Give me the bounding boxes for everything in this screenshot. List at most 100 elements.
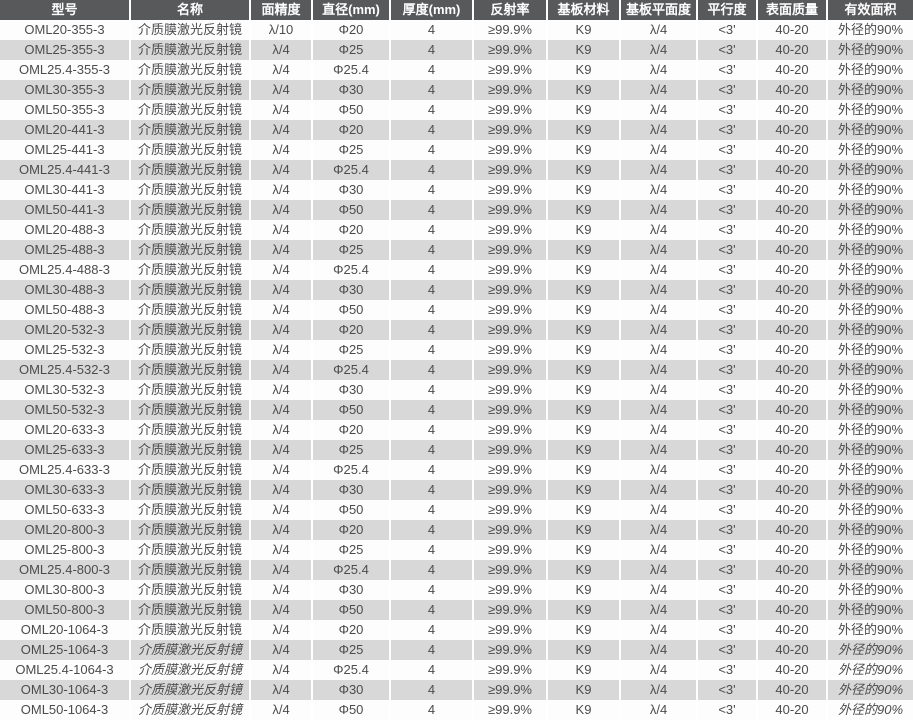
cell-model: OML25.4-441-3	[18, 162, 111, 177]
cell-surface_accuracy: λ/4	[249, 360, 312, 380]
cell-substrate: K9	[546, 600, 620, 620]
cell-surface_quality: 40-20	[756, 420, 827, 440]
cell-surface_quality: 40-20	[756, 220, 827, 240]
cell-parallelism: <3'	[696, 220, 757, 240]
cell-reflectivity: ≥99.9%	[472, 200, 547, 220]
cell-parallelism: <3'	[696, 120, 757, 140]
cell-diameter: Φ25	[311, 640, 390, 660]
cell-parallelism: <3'	[696, 100, 757, 120]
cell-model: OML20-355-3	[24, 22, 105, 37]
cell-surface_quality: 40-20	[756, 400, 827, 420]
cell-substrate: K9	[546, 620, 620, 640]
cell-name: 介质膜激光反射镜	[129, 660, 250, 680]
cell-flatness: λ/4	[619, 300, 697, 320]
header-row: 型号 名称 面精度 直径(mm) 厚度(mm) 反射率 基板材料 基板平面度 平行度 表面质量 有效…	[0, 0, 913, 20]
cell-model: OML25-532-3	[24, 342, 105, 357]
table-row: OML25.4-532-3 介质膜激光反射镜 λ/4 Φ25.4 4 ≥99.9% K9 λ/…	[0, 360, 913, 380]
cell-diameter: Φ30	[311, 80, 390, 100]
cell-parallelism: <3'	[696, 520, 757, 540]
cell-surface_accuracy: λ/4	[249, 320, 312, 340]
cell-thickness: 4	[389, 660, 473, 680]
cell-surface_quality: 40-20	[756, 20, 827, 40]
cell-reflectivity: ≥99.9%	[472, 600, 547, 620]
cell-surface_accuracy: λ/4	[249, 280, 312, 300]
cell-diameter: Φ50	[311, 600, 390, 620]
cell-parallelism: <3'	[696, 460, 757, 480]
cell-model: OML25.4-355-3	[18, 62, 111, 77]
cell-thickness: 4	[389, 240, 473, 260]
cell-surface_quality: 40-20	[756, 140, 827, 160]
cell-thickness: 4	[389, 440, 473, 460]
cell-reflectivity: ≥99.9%	[472, 480, 547, 500]
table-row: OML20-488-3 介质膜激光反射镜 λ/4 Φ20 4 ≥99.9% K9 λ/4 <3'…	[0, 220, 913, 240]
cell-flatness: λ/4	[619, 220, 697, 240]
cell-effective_area: 外径的90%	[826, 20, 913, 40]
cell-model: OML50-355-3	[24, 102, 105, 117]
cell-surface_accuracy: λ/4	[249, 260, 312, 280]
cell-diameter: Φ25.4	[311, 60, 390, 80]
cell-diameter: Φ25	[311, 440, 390, 460]
cell-parallelism: <3'	[696, 160, 757, 180]
cell-flatness: λ/4	[619, 620, 697, 640]
cell-parallelism: <3'	[696, 40, 757, 60]
table-row: OML25-355-3 介质膜激光反射镜 λ/4 Φ25 4 ≥99.9% K9 λ/4 <3'…	[0, 40, 913, 60]
cell-substrate: K9	[546, 580, 620, 600]
cell-flatness: λ/4	[619, 420, 697, 440]
cell-name: 介质膜激光反射镜	[129, 520, 250, 540]
table-row: OML50-633-3 介质膜激光反射镜 λ/4 Φ50 4 ≥99.9% K9 λ/4 <3'…	[0, 500, 913, 520]
cell-reflectivity: ≥99.9%	[472, 240, 547, 260]
cell-thickness: 4	[389, 220, 473, 240]
cell-flatness: λ/4	[619, 180, 697, 200]
cell-substrate: K9	[546, 120, 620, 140]
cell-name: 介质膜激光反射镜	[129, 500, 250, 520]
table-row: OML25.4-488-3 介质膜激光反射镜 λ/4 Φ25.4 4 ≥99.9% K9 λ/…	[0, 260, 913, 280]
cell-thickness: 4	[389, 520, 473, 540]
cell-surface_quality: 40-20	[756, 120, 827, 140]
cell-surface_accuracy: λ/4	[249, 700, 312, 720]
cell-effective_area: 外径的90%	[826, 580, 913, 600]
cell-parallelism: <3'	[696, 180, 757, 200]
cell-surface_accuracy: λ/4	[249, 620, 312, 640]
cell-parallelism: <3'	[696, 480, 757, 500]
cell-thickness: 4	[389, 180, 473, 200]
cell-diameter: Φ25.4	[311, 660, 390, 680]
cell-effective_area: 外径的90%	[826, 60, 913, 80]
cell-diameter: Φ50	[311, 200, 390, 220]
cell-model: OML20-1064-3	[20, 622, 109, 637]
cell-reflectivity: ≥99.9%	[472, 340, 547, 360]
cell-surface_accuracy: λ/4	[249, 60, 312, 80]
cell-flatness: λ/4	[619, 140, 697, 160]
cell-name: 介质膜激光反射镜	[129, 220, 250, 240]
cell-diameter: Φ50	[311, 100, 390, 120]
cell-flatness: λ/4	[619, 20, 697, 40]
cell-name: 介质膜激光反射镜	[129, 300, 250, 320]
cell-parallelism: <3'	[696, 660, 757, 680]
cell-surface_accuracy: λ/4	[249, 660, 312, 680]
cell-thickness: 4	[389, 200, 473, 220]
cell-surface_accuracy: λ/4	[249, 40, 312, 60]
cell-effective_area: 外径的90%	[826, 180, 913, 200]
table-row: OML25.4-800-3 介质膜激光反射镜 λ/4 Φ25.4 4 ≥99.9% K9 λ/…	[0, 560, 913, 580]
table-row: OML25-532-3 介质膜激光反射镜 λ/4 Φ25 4 ≥99.9% K9 λ/4 <3'…	[0, 340, 913, 360]
cell-effective_area: 外径的90%	[826, 400, 913, 420]
cell-surface_quality: 40-20	[756, 200, 827, 220]
cell-surface_quality: 40-20	[756, 540, 827, 560]
cell-substrate: K9	[546, 540, 620, 560]
cell-diameter: Φ50	[311, 500, 390, 520]
cell-substrate: K9	[546, 400, 620, 420]
cell-effective_area: 外径的90%	[826, 540, 913, 560]
cell-surface_accuracy: λ/4	[249, 140, 312, 160]
cell-reflectivity: ≥99.9%	[472, 100, 547, 120]
cell-reflectivity: ≥99.9%	[472, 80, 547, 100]
cell-name: 介质膜激光反射镜	[129, 260, 250, 280]
cell-substrate: K9	[546, 260, 620, 280]
cell-effective_area: 外径的90%	[826, 520, 913, 540]
cell-name: 介质膜激光反射镜	[129, 280, 250, 300]
cell-reflectivity: ≥99.9%	[472, 640, 547, 660]
cell-model: OML50-1064-3	[20, 702, 109, 717]
cell-parallelism: <3'	[696, 600, 757, 620]
cell-effective_area: 外径的90%	[826, 160, 913, 180]
cell-thickness: 4	[389, 120, 473, 140]
cell-parallelism: <3'	[696, 580, 757, 600]
